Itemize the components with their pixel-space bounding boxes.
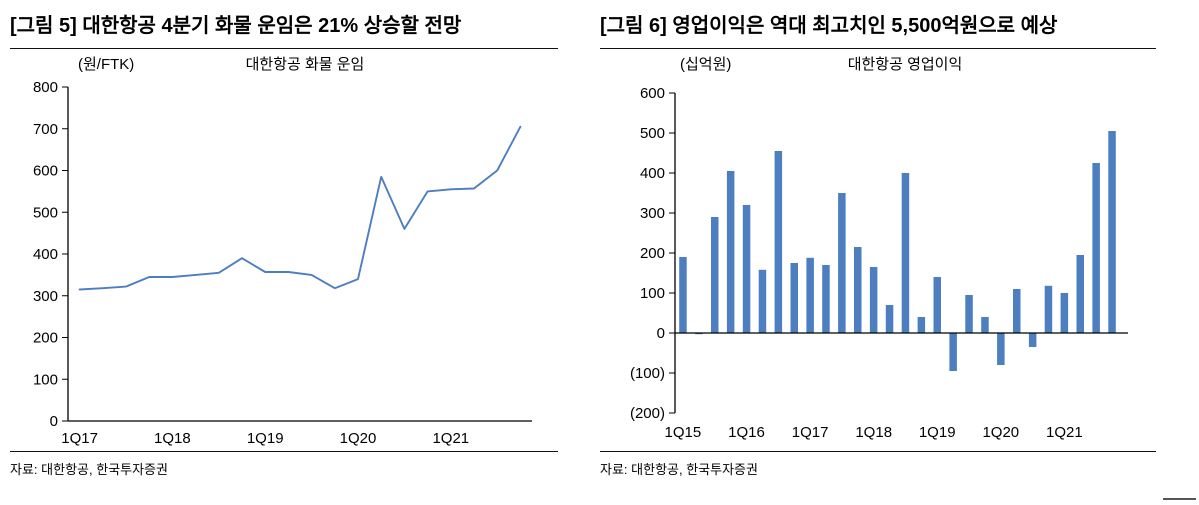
svg-text:600: 600 (33, 163, 58, 180)
figure6-source: 자료: 대한항공, 한국투자증권 (600, 451, 1156, 478)
figure5-chart-area: (원/FTK) 대한항공 화물 운임 800 700 600 500 400 300 200 10… (10, 51, 558, 449)
svg-text:1Q15: 1Q15 (665, 424, 702, 441)
svg-text:400: 400 (33, 246, 58, 263)
svg-text:500: 500 (33, 204, 58, 221)
svg-text:1Q18: 1Q18 (855, 424, 892, 441)
svg-text:100: 100 (640, 285, 665, 302)
svg-text:1Q21: 1Q21 (432, 430, 469, 447)
svg-text:(100): (100) (630, 365, 665, 382)
figure5-panel: [그림 5] 대한항공 4분기 화물 운임은 21% 상승할 전망 (원/FTK… (10, 12, 558, 478)
svg-text:0: 0 (50, 413, 58, 430)
svg-text:대한항공 영업이익: 대한항공 영업이익 (848, 56, 963, 73)
svg-text:1Q17: 1Q17 (792, 424, 829, 441)
cargo-fare-line-chart: (원/FTK) 대한항공 화물 운임 800 700 600 500 400 300 200 10… (33, 56, 532, 447)
figure6-title: [그림 6] 영업이익은 역대 최고치인 5,500억원으로 예상 (600, 12, 1156, 49)
svg-text:1Q19: 1Q19 (247, 430, 284, 447)
svg-text:1Q20: 1Q20 (340, 430, 377, 447)
partial-next-section-line (1163, 498, 1196, 500)
svg-text:(십억원): (십억원) (680, 56, 731, 73)
svg-text:300: 300 (33, 288, 58, 305)
svg-text:600: 600 (640, 85, 665, 102)
svg-text:(200): (200) (630, 405, 665, 422)
svg-text:0: 0 (657, 325, 665, 342)
svg-text:(원/FTK): (원/FTK) (78, 56, 134, 73)
figure6-panel: [그림 6] 영업이익은 역대 최고치인 5,500억원으로 예상 (십억원) 대… (600, 12, 1156, 478)
svg-text:200: 200 (640, 245, 665, 262)
svg-text:1Q17: 1Q17 (61, 430, 98, 447)
svg-text:400: 400 (640, 165, 665, 182)
figure5-title: [그림 5] 대한항공 4분기 화물 운임은 21% 상승할 전망 (10, 12, 558, 49)
svg-text:500: 500 (640, 125, 665, 142)
figure6-chart-area: (십억원) 대한항공 영업이익 600 500 400 300 200 100 0 (100) (2… (600, 51, 1156, 449)
svg-text:1Q16: 1Q16 (728, 424, 765, 441)
figure5-source: 자료: 대한항공, 한국투자증권 (10, 451, 558, 478)
svg-text:1Q20: 1Q20 (982, 424, 1019, 441)
svg-text:100: 100 (33, 371, 58, 388)
svg-text:대한항공 화물 운임: 대한항공 화물 운임 (246, 56, 365, 73)
svg-text:300: 300 (640, 205, 665, 222)
svg-text:1Q19: 1Q19 (919, 424, 956, 441)
svg-text:800: 800 (33, 79, 58, 96)
svg-text:700: 700 (33, 121, 58, 138)
svg-text:1Q18: 1Q18 (154, 430, 191, 447)
operating-profit-bar-chart: (십억원) 대한항공 영업이익 600 500 400 300 200 100 0 (100) (2… (630, 56, 1128, 441)
svg-text:200: 200 (33, 330, 58, 347)
svg-text:1Q21: 1Q21 (1046, 424, 1083, 441)
